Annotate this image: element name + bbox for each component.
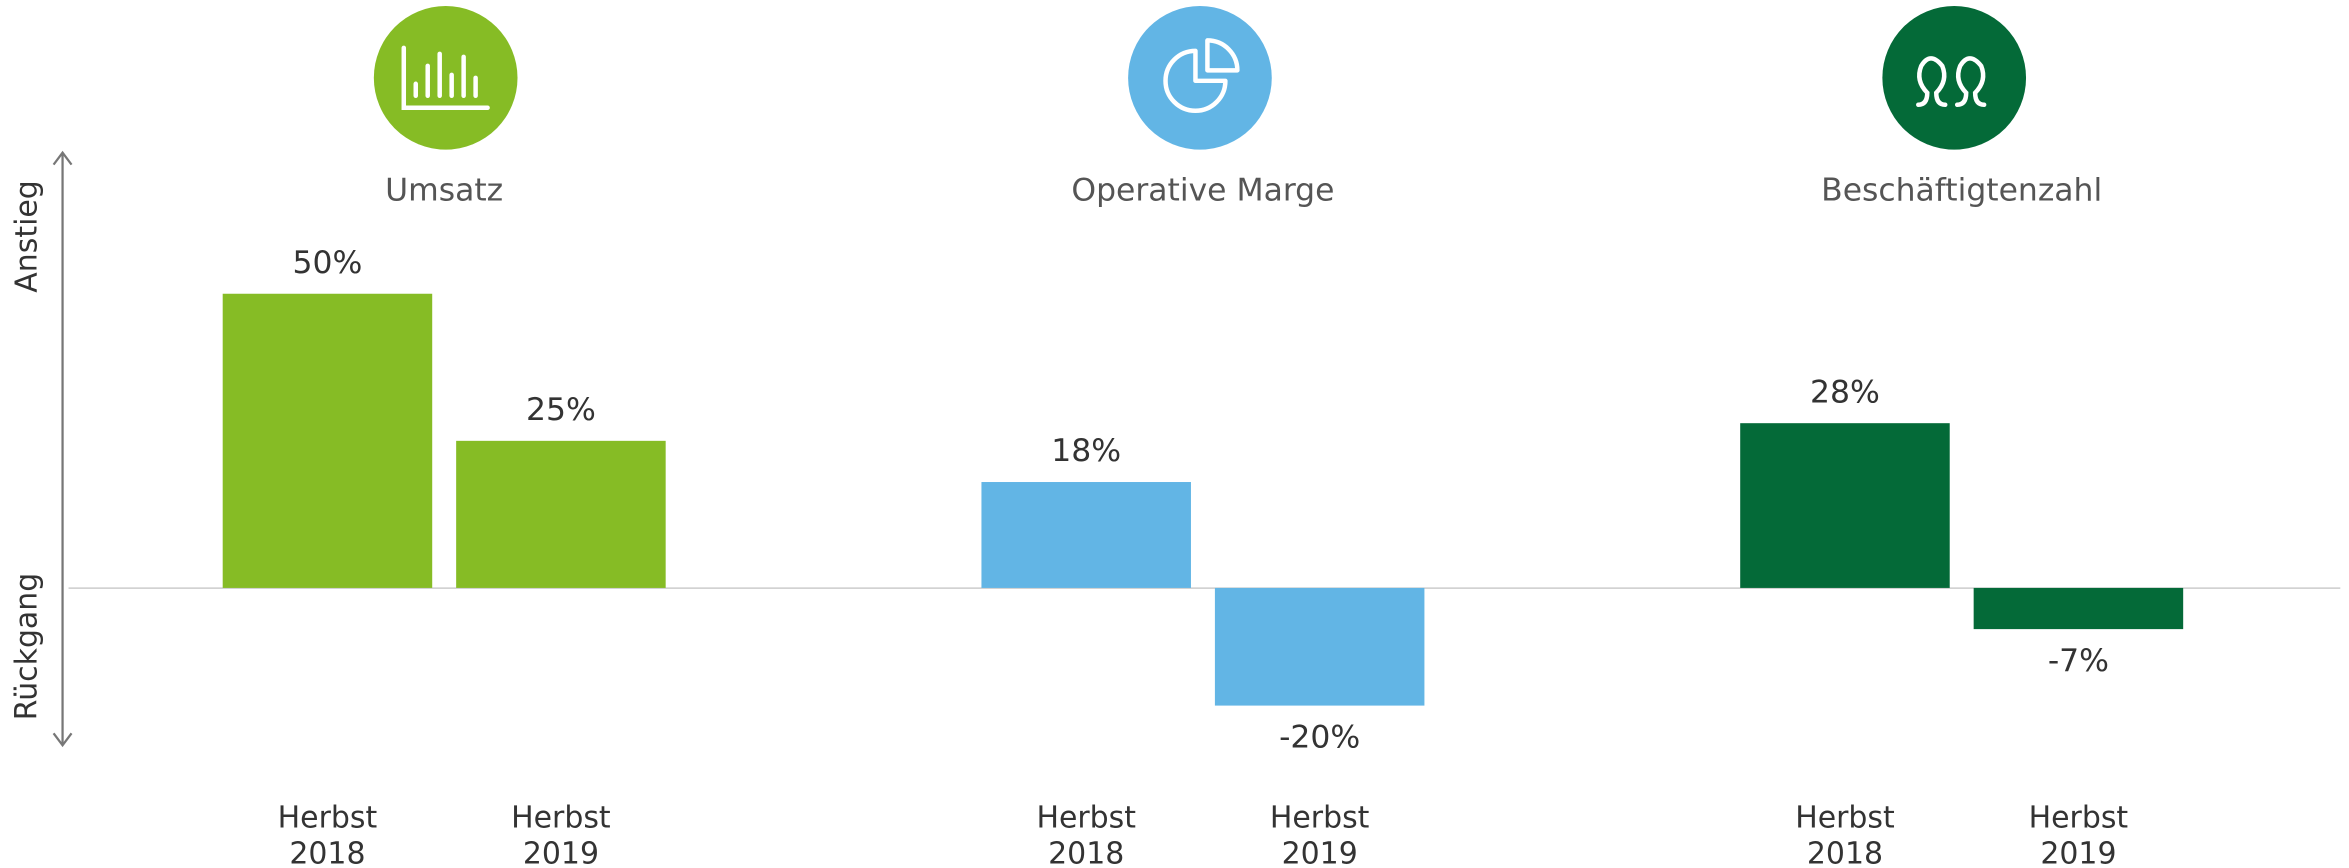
bar <box>1214 587 1425 706</box>
bar <box>222 293 433 588</box>
bar <box>1973 587 2184 630</box>
arrow-head-up <box>52 150 73 166</box>
group-title: Beschäftigtenzahl <box>1821 173 2102 209</box>
x-tick-label: Herbst 2019 <box>2029 800 2129 868</box>
group-title: Umsatz <box>385 173 503 209</box>
arrow-head-down <box>52 732 73 748</box>
value-label: -7% <box>2048 643 2109 679</box>
value-label: 50% <box>293 245 363 281</box>
value-label: 28% <box>1810 374 1880 410</box>
value-label: 25% <box>526 392 596 428</box>
icon-people <box>1882 5 2027 150</box>
icon-pie <box>1128 5 1272 150</box>
x-tick-label: Herbst 2019 <box>1270 800 1370 868</box>
bar <box>1740 423 1950 588</box>
x-tick-label: Herbst 2018 <box>1036 800 1136 868</box>
x-tick-label: Herbst 2018 <box>1795 800 1895 868</box>
value-label: 18% <box>1051 433 1121 469</box>
value-label: -20% <box>1279 720 1360 756</box>
axis-label-bottom: Rückgang <box>10 573 45 720</box>
x-tick-label: Herbst 2019 <box>511 800 611 868</box>
bar <box>456 440 666 588</box>
icon-chart <box>373 5 518 150</box>
axis-label-top: Anstieg <box>10 180 45 292</box>
bar <box>981 482 1191 588</box>
group-title: Operative Marge <box>1071 173 1334 209</box>
x-tick-label: Herbst 2018 <box>278 800 378 868</box>
